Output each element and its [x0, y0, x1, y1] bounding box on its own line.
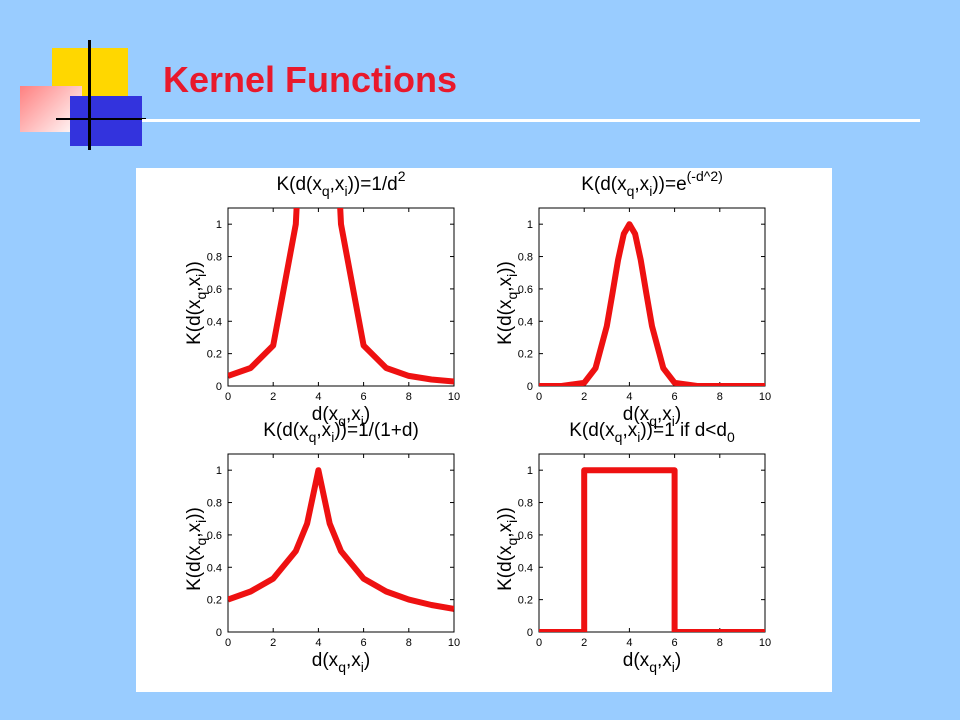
x-tick-label: 8 [406, 637, 412, 649]
x-tick-label: 4 [626, 637, 632, 649]
y-axis-label: K(d(xq,xi)) [184, 507, 209, 591]
x-tick-label: 0 [225, 391, 231, 403]
y-tick-label: 0 [527, 381, 533, 393]
kernel-plots-figure: 0 2 4 6 8 10 0 0.2 0.4 0.6 0.8 1 K(d(xq,xi))=1/d2 d(x… [136, 168, 832, 692]
x-axis-label: d(xq,xi) [623, 650, 681, 675]
x-tick-label: 6 [672, 637, 678, 649]
y-tick-label: 0 [216, 381, 222, 393]
y-tick-label: 0.2 [518, 595, 533, 607]
y-tick-label: 0.4 [518, 562, 533, 574]
x-tick-label: 0 [536, 391, 542, 403]
x-tick-label: 2 [270, 391, 276, 403]
y-axis-label: K(d(xq,xi)) [495, 507, 520, 591]
x-tick-label: 0 [225, 637, 231, 649]
x-tick-label: 8 [717, 391, 723, 403]
y-tick-label: 0.6 [207, 530, 222, 542]
slide-title: Kernel Functions [163, 59, 458, 100]
title-underline [142, 119, 920, 122]
y-tick-label: 1 [216, 465, 222, 477]
kernel-plots-canvas: 0 2 4 6 8 1000.20.40.60.81K(d(xq,xi))=1/d2d(x… [184, 168, 771, 675]
kernel-plot-1: 0 2 4 6 8 10 0 0.2 0.4 0.6 0.8 1 K(d(xq,xi))=1/d2 d(x… [184, 168, 460, 429]
decor-vertical-line [88, 40, 91, 150]
plot-title: K(d(xq,xi))=e(-d^2) [581, 168, 723, 199]
plot-title: K(d(xq,xi))=1/d2 [276, 168, 405, 199]
plot-title: K(d(xq,xi))=1/(1+d) [263, 420, 419, 445]
y-tick-label: 1 [216, 219, 222, 231]
x-tick-label: 2 [581, 391, 587, 403]
decor-blue-square [70, 96, 142, 146]
y-axis-label: K(d(xq,xi)) [184, 261, 209, 345]
x-axis-label: d(xq,xi) [312, 404, 370, 429]
x-tick-label: 6 [361, 637, 367, 649]
kernel-series-line [228, 208, 454, 385]
y-tick-label: 0.8 [518, 252, 533, 264]
x-tick-label: 2 [581, 637, 587, 649]
x-tick-label: 6 [361, 391, 367, 403]
x-tick-label: 8 [406, 391, 412, 403]
kernel-series-line [228, 467, 454, 612]
x-tick-label: 10 [448, 637, 460, 649]
x-tick-label: 10 [759, 637, 771, 649]
y-tick-label: 0 [216, 627, 222, 639]
y-tick-label: 0.4 [207, 316, 222, 328]
y-tick-label: 0.6 [207, 284, 222, 296]
y-tick-label: 0.8 [518, 498, 533, 510]
x-tick-label: 4 [626, 391, 632, 403]
x-tick-label: 0 [536, 637, 542, 649]
y-tick-label: 0.8 [207, 252, 222, 264]
x-tick-label: 10 [448, 391, 460, 403]
y-tick-label: 0.6 [518, 530, 533, 542]
x-tick-label: 6 [672, 391, 678, 403]
y-tick-label: 0.8 [207, 498, 222, 510]
kernel-plot-3: 0 2 4 6 8 10 0 0.2 0.4 0.6 0.8 1 K(d(xq,xi))=1/(1+d)… [184, 420, 460, 675]
y-tick-label: 1 [527, 219, 533, 231]
x-tick-label: 10 [759, 391, 771, 403]
x-tick-label: 8 [717, 637, 723, 649]
x-axis-label: d(xq,xi) [312, 650, 370, 675]
kernel-plot-4: 0 2 4 6 8 10 0 0.2 0.4 0.6 0.8 1 K(d(xq,xi))=1 if d<… [495, 420, 771, 675]
y-tick-label: 0.2 [207, 349, 222, 361]
x-axis-label: d(xq,xi) [623, 404, 681, 429]
y-tick-label: 0.4 [207, 562, 222, 574]
kernel-plot-2: 0 2 4 6 8 10 0 0.2 0.4 0.6 0.8 1 K(d(xq,xi))=e(-d^2)… [495, 168, 771, 429]
x-tick-label: 4 [315, 391, 321, 403]
y-tick-label: 1 [527, 465, 533, 477]
decor-horizontal-line [56, 118, 146, 120]
x-tick-label: 2 [270, 637, 276, 649]
plot-title: K(d(xq,xi))=1 if d<d0 [569, 420, 735, 445]
y-axis-label: K(d(xq,xi)) [495, 261, 520, 345]
kernel-series-line [539, 467, 765, 632]
y-tick-label: 0.6 [518, 284, 533, 296]
plot-axes-frame [538, 453, 766, 633]
y-tick-label: 0.4 [518, 316, 533, 328]
y-tick-label: 0 [527, 627, 533, 639]
y-tick-label: 0.2 [207, 595, 222, 607]
kernel-series-line [539, 221, 765, 386]
plot-axes-frame [538, 207, 766, 387]
y-tick-label: 0.2 [518, 349, 533, 361]
x-tick-label: 4 [315, 637, 321, 649]
